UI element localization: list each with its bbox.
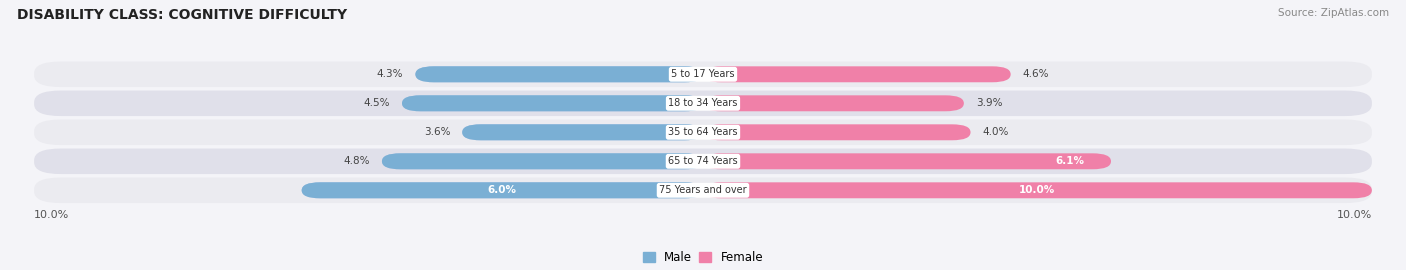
- Text: 3.9%: 3.9%: [976, 98, 1002, 108]
- Text: 4.3%: 4.3%: [377, 69, 404, 79]
- FancyBboxPatch shape: [402, 95, 703, 111]
- Text: 6.1%: 6.1%: [1056, 156, 1084, 166]
- FancyBboxPatch shape: [302, 182, 703, 198]
- Text: 4.5%: 4.5%: [364, 98, 389, 108]
- FancyBboxPatch shape: [34, 62, 1372, 87]
- FancyBboxPatch shape: [703, 95, 965, 111]
- Text: 4.6%: 4.6%: [1022, 69, 1049, 79]
- Text: Source: ZipAtlas.com: Source: ZipAtlas.com: [1278, 8, 1389, 18]
- FancyBboxPatch shape: [463, 124, 703, 140]
- Text: 4.8%: 4.8%: [343, 156, 370, 166]
- FancyBboxPatch shape: [34, 120, 1372, 145]
- Text: 65 to 74 Years: 65 to 74 Years: [668, 156, 738, 166]
- Text: DISABILITY CLASS: COGNITIVE DIFFICULTY: DISABILITY CLASS: COGNITIVE DIFFICULTY: [17, 8, 347, 22]
- FancyBboxPatch shape: [415, 66, 703, 82]
- Legend: Male, Female: Male, Female: [643, 251, 763, 264]
- Text: 10.0%: 10.0%: [1019, 185, 1056, 195]
- Text: 18 to 34 Years: 18 to 34 Years: [668, 98, 738, 108]
- FancyBboxPatch shape: [415, 66, 703, 82]
- Text: 10.0%: 10.0%: [34, 210, 69, 220]
- Text: 6.0%: 6.0%: [488, 185, 517, 195]
- FancyBboxPatch shape: [34, 90, 1372, 116]
- Text: 3.6%: 3.6%: [423, 127, 450, 137]
- FancyBboxPatch shape: [703, 66, 1011, 82]
- FancyBboxPatch shape: [703, 124, 970, 140]
- FancyBboxPatch shape: [302, 182, 703, 198]
- FancyBboxPatch shape: [703, 153, 1111, 169]
- Text: 4.0%: 4.0%: [983, 127, 1010, 137]
- Text: 35 to 64 Years: 35 to 64 Years: [668, 127, 738, 137]
- FancyBboxPatch shape: [703, 182, 1372, 198]
- Text: 5 to 17 Years: 5 to 17 Years: [671, 69, 735, 79]
- FancyBboxPatch shape: [34, 178, 1372, 203]
- FancyBboxPatch shape: [463, 124, 703, 140]
- Text: 10.0%: 10.0%: [1337, 210, 1372, 220]
- FancyBboxPatch shape: [402, 95, 703, 111]
- FancyBboxPatch shape: [382, 153, 703, 169]
- FancyBboxPatch shape: [382, 153, 703, 169]
- Text: 75 Years and over: 75 Years and over: [659, 185, 747, 195]
- FancyBboxPatch shape: [34, 148, 1372, 174]
